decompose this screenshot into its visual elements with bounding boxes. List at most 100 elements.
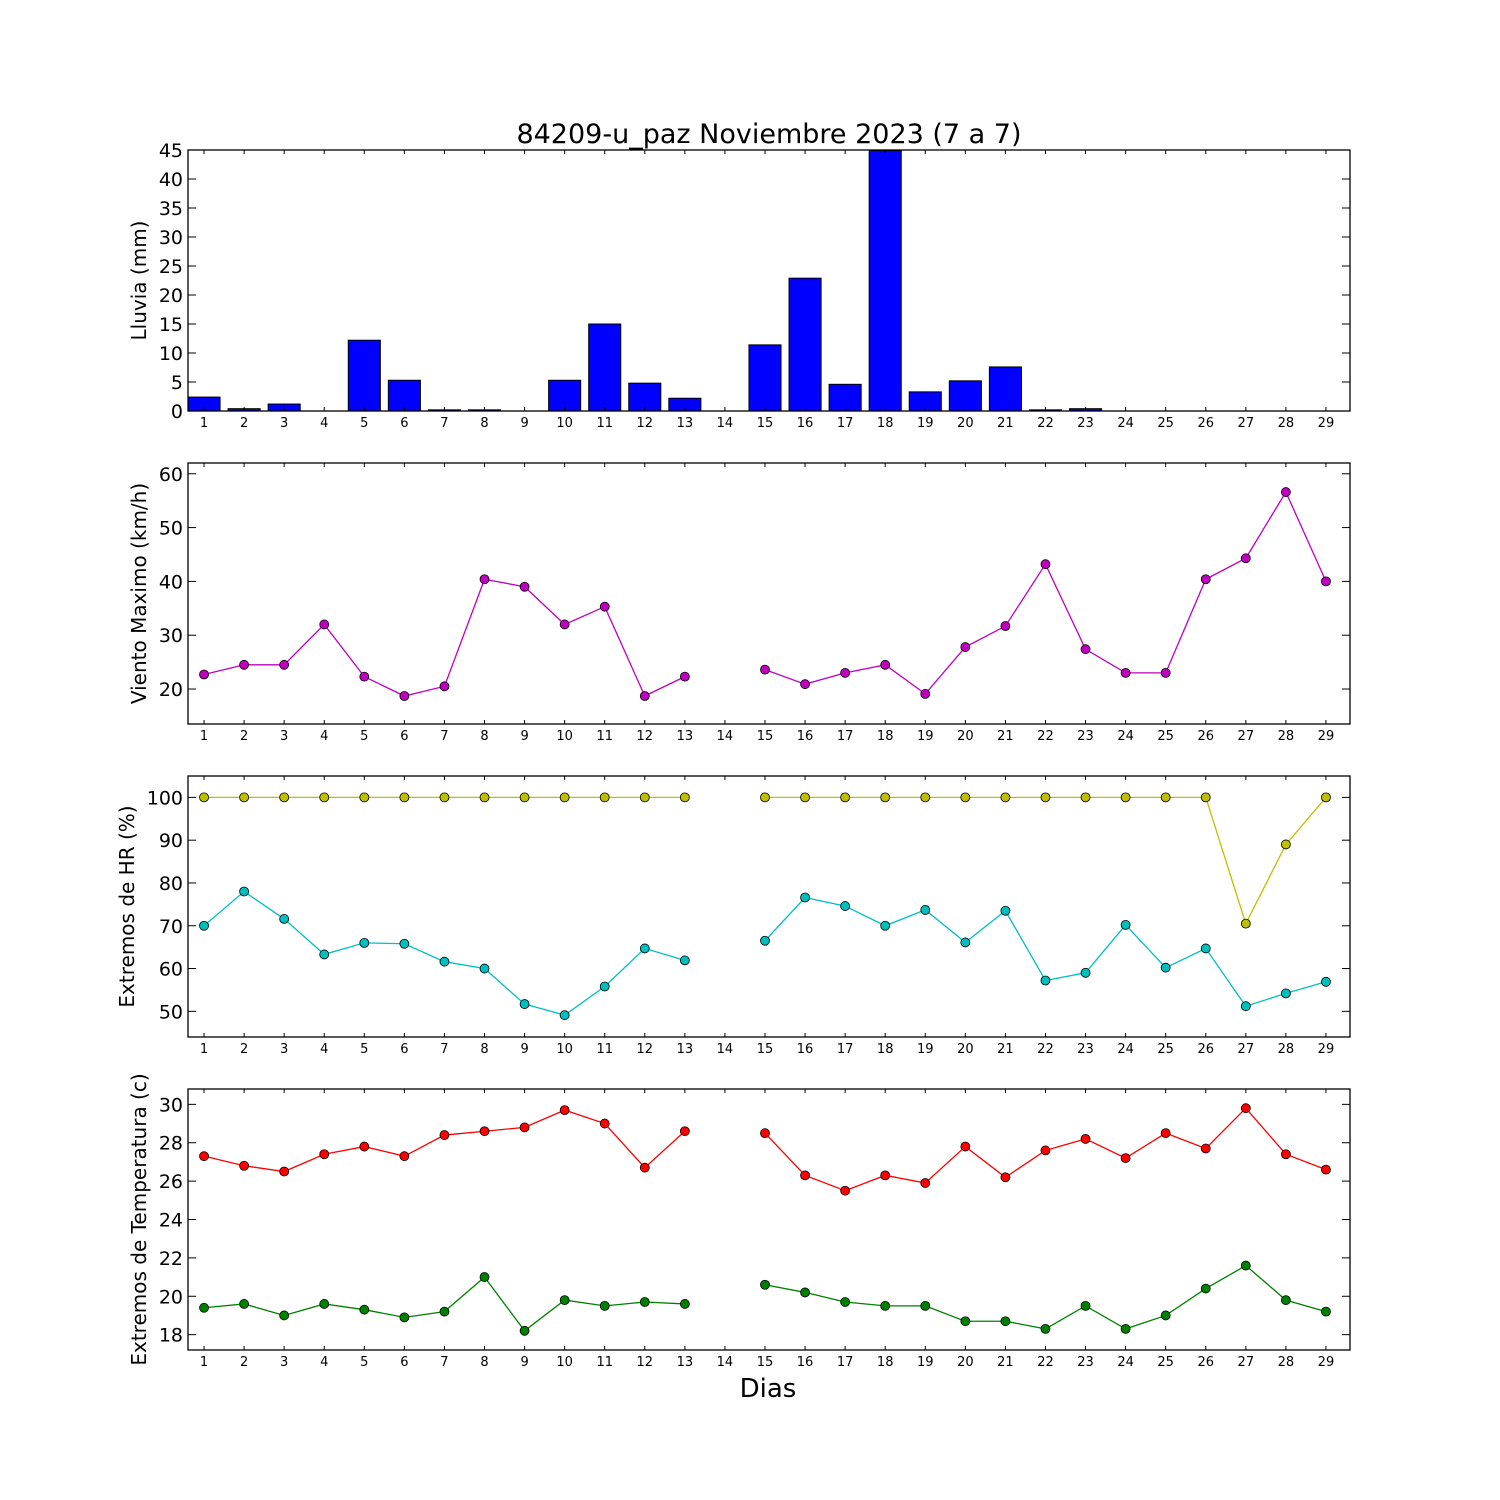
x-tick-label: 22 bbox=[1037, 1355, 1054, 1370]
panel-3: 1 2 3 4 5 6 7 8 9 10 11 12 13 14 15 16 17 18 19 20 21 22 23 24 2… bbox=[115, 775, 1351, 1057]
x-tick-label: 23 bbox=[1077, 1042, 1094, 1057]
series-1-point-day-6 bbox=[399, 1151, 410, 1162]
series-1-point-day-28 bbox=[1280, 839, 1291, 850]
series-2-point-day-21 bbox=[1000, 1316, 1011, 1327]
x-tick-label: 1 bbox=[200, 1042, 208, 1057]
series-1-point-day-29 bbox=[1321, 576, 1331, 587]
series-1-point-day-9 bbox=[519, 792, 530, 803]
x-tick-label: 12 bbox=[637, 1355, 654, 1370]
x-tick-label: 18 bbox=[877, 1355, 894, 1370]
x-tick-label: 21 bbox=[997, 1042, 1014, 1057]
y-tick-label: 0 bbox=[171, 401, 183, 423]
x-tick-label: 25 bbox=[1157, 1355, 1174, 1370]
x-tick-label: 15 bbox=[757, 1042, 774, 1057]
series-1-point-day-25 bbox=[1160, 667, 1171, 678]
series-2-point-day-15 bbox=[760, 935, 770, 946]
series-1-point-day-19 bbox=[920, 792, 931, 803]
y-tick-label: 10 bbox=[159, 343, 183, 365]
x-tick-label: 6 bbox=[400, 416, 408, 431]
series-1-point-day-20 bbox=[960, 1141, 971, 1152]
x-tick-label: 8 bbox=[480, 416, 488, 431]
series-2-point-day-1 bbox=[199, 920, 209, 931]
series-2-point-day-7 bbox=[439, 1306, 450, 1317]
series-2-point-day-18 bbox=[880, 920, 891, 931]
series-2-point-day-1 bbox=[199, 1302, 209, 1313]
series-1-point-day-23 bbox=[1080, 644, 1091, 655]
x-tick-label: 25 bbox=[1157, 729, 1174, 744]
series-1-point-day-12 bbox=[639, 1162, 650, 1173]
series-1-point-day-12 bbox=[639, 691, 650, 701]
x-tick-label: 27 bbox=[1238, 416, 1255, 431]
series-1-point-day-23 bbox=[1080, 1133, 1091, 1144]
bar-day-6 bbox=[387, 379, 421, 412]
series-1-point-day-2 bbox=[239, 792, 249, 803]
series-2-line bbox=[203, 890, 686, 1016]
x-tick-label: 17 bbox=[837, 1042, 854, 1057]
series-2-point-day-23 bbox=[1080, 967, 1091, 978]
series-1-point-day-7 bbox=[439, 1130, 450, 1140]
y-axis-label: Extremos de HR (%) bbox=[115, 805, 139, 1007]
y-tick-label: 90 bbox=[159, 830, 183, 852]
x-tick-label: 14 bbox=[717, 729, 734, 744]
series-2-point-day-22 bbox=[1040, 975, 1051, 986]
y-tick-label: 45 bbox=[159, 140, 183, 162]
y-tick-label: 35 bbox=[159, 198, 183, 220]
x-tick-label: 22 bbox=[1037, 729, 1054, 744]
x-tick-label: 20 bbox=[957, 1042, 974, 1057]
y-tick-label: 40 bbox=[159, 571, 183, 593]
series-2-point-day-16 bbox=[800, 892, 810, 903]
y-tick-label: 20 bbox=[159, 679, 183, 701]
x-tick-label: 25 bbox=[1157, 416, 1174, 431]
x-axis-label: Dias bbox=[740, 1374, 797, 1404]
series-2-point-day-19 bbox=[920, 905, 931, 915]
x-tick-label: 4 bbox=[320, 1355, 328, 1370]
x-tick-label: 8 bbox=[480, 1042, 488, 1057]
x-tick-label: 27 bbox=[1238, 1355, 1255, 1370]
y-tick-label: 60 bbox=[159, 959, 183, 981]
series-1-line bbox=[203, 1109, 686, 1173]
x-tick-label: 2 bbox=[240, 1042, 248, 1057]
x-tick-label: 13 bbox=[677, 1042, 694, 1057]
x-tick-label: 27 bbox=[1238, 729, 1255, 744]
series-1-point-day-17 bbox=[840, 667, 851, 678]
x-tick-label: 21 bbox=[997, 416, 1014, 431]
x-tick-label: 19 bbox=[917, 1355, 934, 1370]
series-2-point-day-20 bbox=[960, 1316, 971, 1327]
x-tick-label: 4 bbox=[320, 729, 328, 744]
series-2-point-day-10 bbox=[559, 1295, 570, 1306]
x-tick-label: 1 bbox=[200, 1355, 208, 1370]
panel-4: 1 2 3 4 5 6 7 8 9 10 11 12 13 14 15 16 17 18 19 20 21 22 23 24 2… bbox=[127, 1073, 1351, 1370]
x-tick-label: 15 bbox=[757, 1355, 774, 1370]
series-2-line bbox=[203, 1276, 685, 1332]
x-tick-label: 29 bbox=[1318, 1355, 1335, 1370]
x-tick-label: 12 bbox=[637, 729, 654, 744]
x-tick-label: 7 bbox=[440, 1042, 448, 1057]
y-axis-label: Extremos de Temperatura (c) bbox=[127, 1073, 151, 1365]
series-1-point-day-15 bbox=[760, 792, 770, 803]
x-tick-label: 8 bbox=[480, 1355, 488, 1370]
panel-2-frame bbox=[187, 462, 1351, 725]
x-tick-label: 23 bbox=[1077, 1355, 1094, 1370]
series-1-point-day-24 bbox=[1120, 792, 1131, 803]
series-2-point-day-11 bbox=[599, 1300, 610, 1311]
series-1-point-day-1 bbox=[199, 1151, 209, 1162]
series-1-point-day-13 bbox=[679, 792, 690, 803]
x-tick-label: 15 bbox=[757, 416, 774, 431]
series-2-point-day-24 bbox=[1120, 1323, 1131, 1334]
series-1-point-day-3 bbox=[279, 792, 290, 803]
y-tick-label: 26 bbox=[159, 1171, 183, 1193]
x-tick-label: 29 bbox=[1318, 416, 1335, 431]
x-tick-label: 1 bbox=[200, 416, 208, 431]
series-2-point-day-3 bbox=[279, 1310, 290, 1321]
series-1-point-day-26 bbox=[1200, 792, 1211, 803]
x-tick-label: 28 bbox=[1278, 1355, 1295, 1370]
y-tick-label: 25 bbox=[159, 256, 183, 278]
y-axis-label: Lluvia (mm) bbox=[127, 221, 151, 341]
series-1-point-day-22 bbox=[1040, 792, 1051, 803]
series-1-point-day-17 bbox=[840, 1185, 851, 1196]
series-2-point-day-25 bbox=[1160, 962, 1171, 973]
x-tick-label: 12 bbox=[637, 416, 654, 431]
y-tick-label: 5 bbox=[171, 372, 183, 394]
y-tick-label: 20 bbox=[159, 1286, 183, 1308]
x-tick-label: 16 bbox=[797, 1042, 814, 1057]
